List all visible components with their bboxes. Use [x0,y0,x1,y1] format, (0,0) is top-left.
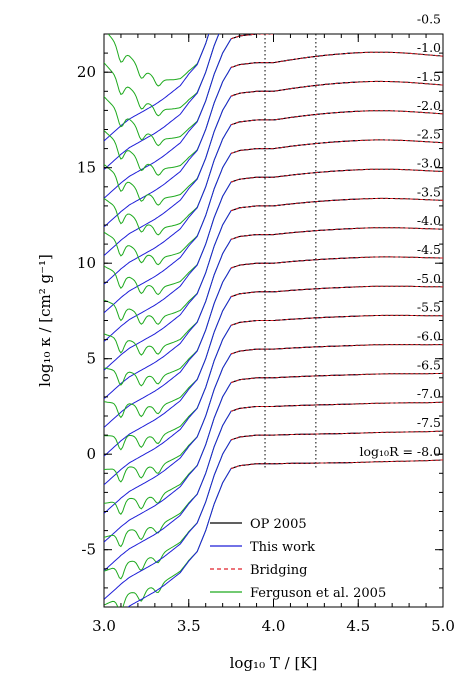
x-tick-label: 3.5 [177,617,201,635]
bridging-curve-11 [230,285,443,298]
logR-label: log₁₀R = -8.0 [360,444,442,459]
op2005-curve-2 [230,34,277,40]
logR-label: -3.5 [417,184,441,199]
bridging-curve-10 [230,256,443,269]
bridging-curve-17 [230,459,443,469]
logR-label: -2.5 [417,127,441,142]
bridging-curve-8 [230,197,443,212]
ferguson-curve-14 [104,374,359,515]
bridging-curve-5 [230,110,443,126]
this-work-curve-8 [104,198,359,371]
ferguson-curve-6 [104,140,359,266]
ferguson-curve-7 [104,169,359,296]
bridging-curve-2 [230,34,277,40]
ferguson-curve-10 [104,257,359,387]
axis-titles: log₁₀ T / [K] log₁₀ κ / [cm² g⁻¹] [36,254,317,672]
op2005-curve-1 [231,0,443,10]
bridging-curve-4 [230,80,443,97]
y-tick-label: -5 [81,541,96,559]
y-axis-title: log₁₀ κ / [cm² g⁻¹] [36,254,54,387]
logR-label: -1.5 [417,69,441,84]
logR-label: -1.0 [417,40,441,55]
bridging-curve-13 [230,344,443,355]
bridging-curve-7 [230,168,443,183]
bridging-curve-3 [230,51,443,68]
logR-label: -2.0 [417,98,441,113]
y-tick-label: 10 [77,254,96,272]
bridging-curve-15 [230,401,443,412]
logR-label: -4.0 [417,213,441,228]
ferguson-curve-0 [107,34,210,87]
legend-label-1: This work [250,540,315,555]
bridging-curve-12 [230,314,443,326]
this-work-curve-16 [104,432,359,600]
legend-label-2: Bridging [250,563,307,578]
legend: OP 2005 This work Bridging Ferguson et al. … [210,517,386,601]
y-tick-label: 20 [77,63,96,81]
logR-label: -3.0 [417,156,441,171]
y-tick-label: 0 [86,445,96,463]
x-tick-label: 4.0 [262,617,286,635]
ferguson-curve-1 [104,34,220,117]
legend-label-0: OP 2005 [250,517,307,532]
axis-ticks: 3.0 3.5 4.0 4.5 5.0 -5 0 5 10 15 20 [77,33,455,635]
x-axis-title: log₁₀ T / [K] [230,654,318,672]
x-tick-label: 4.5 [346,617,370,635]
logR-label: -7.5 [417,415,441,430]
ferguson-curve-5 [104,110,359,236]
logR-label: -6.5 [417,357,441,372]
this-work-curve-17 [127,461,359,607]
ferguson-curve-16 [104,432,359,580]
y-tick-label: 5 [86,350,96,368]
logR-label: -6.0 [417,329,441,344]
bridging-curve-9 [230,227,443,240]
this-work-curve-0 [104,34,210,142]
reference-lines [264,34,317,468]
logR-label: -5.5 [417,300,441,315]
logR-labels: 0.50.0-0.5-1.0-1.5-2.0-2.5-3.0-3.5-4.0-4… [360,11,442,459]
logR-label: -0.5 [417,11,441,26]
x-tick-label: 5.0 [431,617,455,635]
x-tick-label: 3.0 [92,617,116,635]
y-tick-label: 15 [77,159,96,177]
bridging-curve-6 [230,139,443,154]
bridging-curve-16 [230,430,443,441]
ferguson-curve-9 [104,227,359,356]
ferguson-curve-15 [104,403,359,548]
this-work-curve-9 [104,227,359,400]
this-work-curve-13 [104,344,359,514]
ferguson-curve-13 [104,344,359,483]
this-work-curve-1 [104,34,220,170]
bridging-curve-14 [230,372,443,384]
bridging-curve-1 [231,0,443,10]
this-work-curve-14 [104,374,359,543]
logR-label: -5.0 [417,271,441,286]
curve-group [104,0,443,607]
this-work-curve-10 [104,257,359,428]
logR-label: -4.5 [417,242,441,257]
legend-label-3: Ferguson et al. 2005 [250,586,386,601]
logR-label: -7.0 [417,386,441,401]
